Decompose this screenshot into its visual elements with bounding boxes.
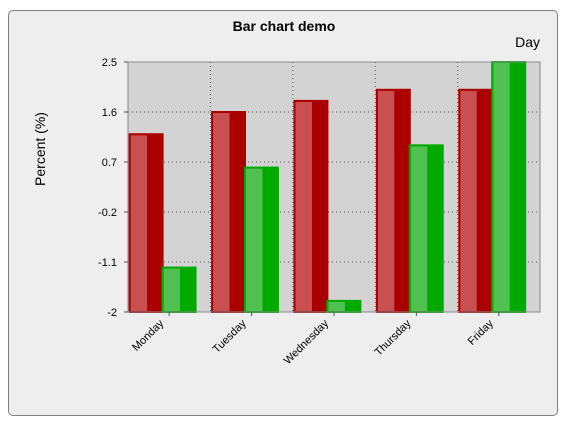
bar-highlight — [246, 168, 263, 312]
bar-highlight — [130, 135, 148, 312]
x-tick-label: Thursday — [373, 317, 414, 358]
bar-highlight — [460, 90, 477, 313]
y-tick-label: 0.7 — [102, 157, 117, 169]
y-tick-label: -1.1 — [98, 257, 117, 269]
x-tick-label: Monday — [130, 317, 167, 354]
bar-highlight — [410, 146, 428, 312]
y-tick-label: -2 — [107, 307, 117, 319]
y-tick-label: 2.5 — [102, 57, 117, 69]
y-tick-label: 1.6 — [102, 107, 117, 119]
x-tick-label: Tuesday — [211, 317, 249, 355]
bar-highlight — [163, 268, 181, 312]
bar-highlight — [328, 301, 345, 312]
bar-highlight — [295, 101, 312, 312]
chart-title: Bar chart demo — [233, 18, 336, 34]
y-axis-label: Percent (%) — [32, 112, 48, 186]
bar-highlight — [213, 113, 230, 312]
plot-layer: 2.5 1.6 0.7 -0.2 -1.1 -2 Monday Tuesday Wednesda… — [98, 57, 541, 367]
x-axis-label: Day — [515, 34, 540, 50]
x-tick-label: Wednesday — [282, 317, 332, 367]
x-tick-label: Friday — [466, 317, 496, 347]
bar-highlight — [493, 63, 510, 312]
bar-highlight — [377, 90, 395, 313]
y-tick-label: -0.2 — [98, 207, 117, 219]
